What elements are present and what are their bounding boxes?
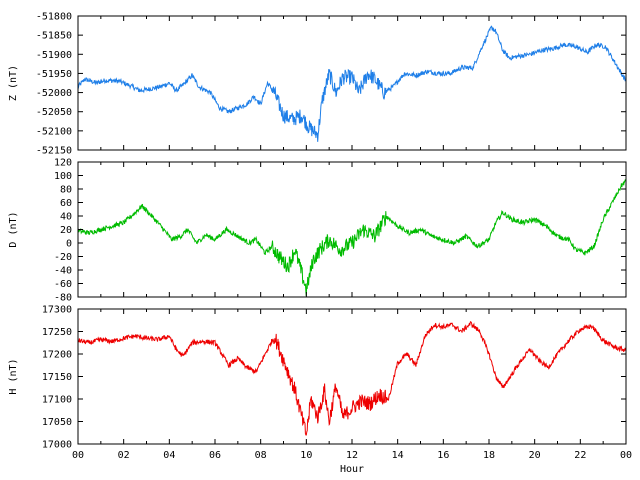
y-tick-label: -52000	[36, 88, 72, 99]
y-tick-label: 20	[60, 225, 72, 236]
x-tick-label: 14	[392, 450, 404, 461]
series-line	[77, 321, 627, 436]
y-tick-label: 100	[54, 171, 72, 182]
y-tick-label: 17100	[42, 395, 72, 406]
y-tick-label: -20	[54, 252, 72, 263]
y-tick-label: -40	[54, 266, 72, 277]
y-tick-label: -52150	[36, 146, 72, 157]
x-tick-label: 00	[72, 450, 84, 461]
x-tick-label: 22	[574, 450, 586, 461]
y-axis-label: D (nT)	[8, 211, 19, 247]
x-tick-label: 12	[346, 450, 358, 461]
x-tick-label: 04	[163, 450, 175, 461]
y-tick-label: 17250	[42, 327, 72, 338]
y-tick-label: 17150	[42, 372, 72, 383]
y-tick-label: 0	[66, 239, 72, 250]
x-tick-label: 02	[118, 450, 130, 461]
x-tick-label: 00	[620, 450, 632, 461]
y-tick-label: -52100	[36, 126, 72, 137]
y-tick-label: 17200	[42, 350, 72, 361]
y-tick-label: -51800	[36, 12, 72, 23]
y-tick-label: 80	[60, 185, 72, 196]
y-tick-label: 17000	[42, 440, 72, 451]
y-tick-label: 17300	[42, 305, 72, 316]
y-axis-label: H (nT)	[8, 358, 19, 394]
series-line	[77, 25, 627, 142]
x-tick-label: 18	[483, 450, 495, 461]
y-tick-label: -52050	[36, 107, 72, 118]
x-tick-label: 20	[529, 450, 541, 461]
y-tick-label: -51950	[36, 69, 72, 80]
y-tick-label: 17050	[42, 417, 72, 428]
y-tick-label: 120	[54, 158, 72, 169]
panel-h: 17000 17050 17100 17150 17200 17250 17300 H (nT…	[8, 305, 627, 451]
y-tick-label: -51900	[36, 50, 72, 61]
x-tick-label: 16	[437, 450, 449, 461]
panel-d: -80 -60 -40 -20 0 20 40 60 80 100 120 D (nT)	[8, 158, 627, 304]
series-line	[77, 179, 627, 296]
x-tick-label: 08	[255, 450, 267, 461]
x-tick-label: 10	[300, 450, 312, 461]
y-tick-label: 40	[60, 212, 72, 223]
x-axis-label: Hour	[340, 464, 364, 475]
panel-z: -52150 -52100 -52050 -52000 -51950 -51900 -518…	[8, 12, 627, 157]
y-tick-label: -80	[54, 293, 72, 304]
y-tick-label: 60	[60, 198, 72, 209]
y-axis-label: Z (nT)	[8, 65, 19, 101]
y-tick-label: -51850	[36, 31, 72, 42]
y-tick-label: -60	[54, 279, 72, 290]
x-tick-label: 06	[209, 450, 221, 461]
